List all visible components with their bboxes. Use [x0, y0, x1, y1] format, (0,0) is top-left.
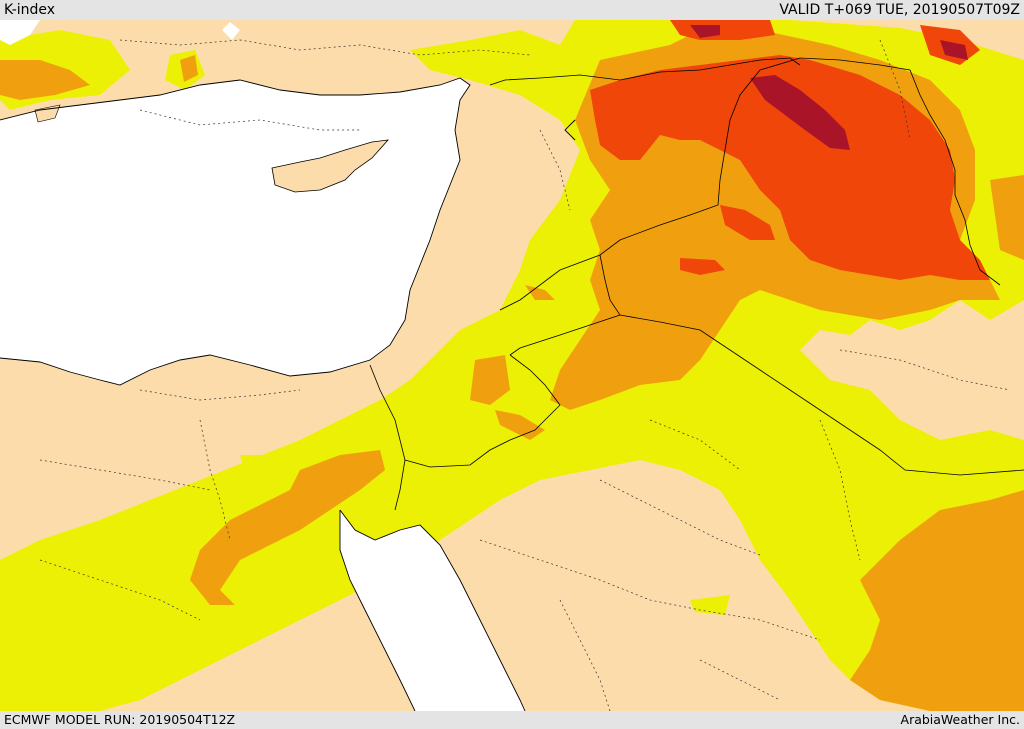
admin-boundaries	[39, 39, 1011, 711]
country-borders	[369, 57, 1024, 511]
header-bar: K-index VALID T+069 TUE, 20190507T09Z	[0, 0, 1024, 20]
product-title: K-index	[4, 2, 56, 18]
valid-time-label: VALID T+069 TUE, 20190507T09Z	[779, 2, 1020, 18]
k-index-high-zone	[590, 20, 990, 280]
coastlines	[0, 77, 576, 711]
k-index-map	[0, 20, 1024, 711]
footer-bar: ECMWF MODEL RUN: 20190504T12Z ArabiaWeat…	[0, 711, 1024, 729]
cyprus-island	[271, 139, 390, 193]
provider-credit: ArabiaWeather Inc.	[900, 712, 1020, 727]
red-sea	[340, 510, 525, 711]
k-index-extreme-zone	[690, 25, 968, 150]
model-run-label: ECMWF MODEL RUN: 20190504T12Z	[4, 712, 236, 727]
